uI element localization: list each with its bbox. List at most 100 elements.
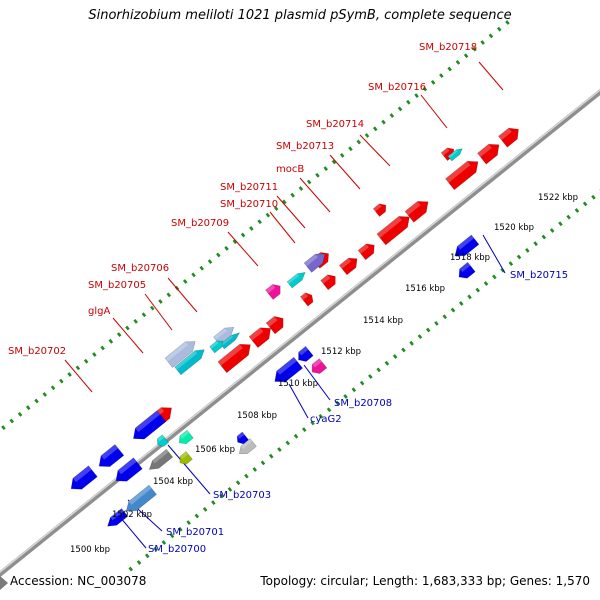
gene-feature-shine (300, 292, 309, 300)
gene-label[interactable]: SM_b20709 (171, 218, 229, 229)
track-tick (496, 26, 502, 32)
gene-feature-arrow[interactable] (303, 253, 326, 273)
gene-feature-arrow[interactable] (209, 340, 224, 354)
track-tick (505, 20, 510, 25)
gene-leader-line (119, 516, 147, 549)
kbp-tick-label: 1500 kbp (70, 545, 110, 555)
gene-feature-shine (157, 434, 165, 442)
gene-feature-shine (339, 258, 352, 269)
gene-label[interactable]: SM_b20715 (510, 270, 568, 281)
gene-feature-arrow[interactable] (236, 431, 249, 445)
gene-label[interactable]: SM_b20705 (88, 280, 146, 291)
gene-feature-arrow[interactable] (458, 261, 476, 279)
gene-feature-arrow[interactable] (376, 216, 410, 246)
track-tick (335, 400, 340, 406)
track-tick (293, 433, 299, 439)
track-tick (331, 159, 337, 165)
track-tick (422, 86, 428, 92)
gene-feature-arrow[interactable] (178, 429, 194, 445)
nav-left-arrow-icon[interactable] (0, 576, 8, 590)
track-tick (376, 367, 381, 373)
gene-label[interactable]: SM_b20702 (8, 346, 66, 357)
gene-feature-arrow[interactable] (299, 292, 314, 307)
gene-feature-arrow[interactable] (248, 327, 271, 349)
gene-label[interactable]: mocB (276, 164, 304, 175)
gene-feature-arrow[interactable] (265, 284, 281, 300)
gene-feature-arrow[interactable] (156, 434, 170, 447)
gene-feature-arrow[interactable] (133, 410, 167, 440)
gene-feature-arrow[interactable] (286, 272, 306, 289)
kbp-tick-label: 1520 kbp (494, 223, 534, 233)
gene-feature-shine (373, 203, 382, 212)
gene-feature-arrow[interactable] (125, 484, 157, 512)
gene-feature-arrow[interactable] (107, 508, 129, 527)
gene-feature-arrow[interactable] (372, 203, 387, 217)
gene-label[interactable]: SM_b20703 (213, 490, 271, 501)
gene-feature-arrow[interactable] (311, 358, 328, 374)
track-tick (364, 133, 370, 138)
track-tick (425, 327, 431, 333)
track-tick (100, 345, 105, 351)
kbp-tick-label: 1512 kbp (321, 347, 361, 357)
track-tick (133, 318, 138, 324)
gene-feature-arrow[interactable] (220, 332, 241, 350)
track-tick (318, 413, 324, 419)
track-tick (235, 480, 241, 486)
gene-feature-arrow[interactable] (70, 465, 98, 490)
gene-feature-arrow[interactable] (274, 356, 304, 383)
gene-feature-arrow[interactable] (477, 143, 500, 165)
gene-label[interactable]: SM_b20706 (111, 263, 169, 274)
gene-feature-arrow[interactable] (404, 201, 429, 223)
track-tick (158, 299, 163, 304)
track-tick (202, 506, 208, 512)
gene-feature-shine (441, 147, 450, 156)
gene-leader-line (269, 211, 296, 244)
gene-feature-arrow[interactable] (148, 448, 174, 470)
track-tick (298, 186, 304, 191)
gene-feature-arrow[interactable] (98, 444, 125, 467)
gene-feature-arrow[interactable] (498, 127, 519, 148)
track-tick (260, 460, 266, 466)
gene-feature-arrow[interactable] (164, 341, 196, 368)
gene-label[interactable]: glgA (88, 306, 110, 317)
gene-label[interactable]: SM_b20700 (148, 544, 206, 555)
track-tick (59, 378, 64, 384)
gene-label[interactable]: SM_b20713 (276, 141, 334, 152)
track-tick (439, 73, 444, 79)
track-tick (257, 219, 262, 225)
gene-feature-arrow[interactable] (447, 148, 463, 162)
gene-label[interactable]: SM_b20701 (166, 527, 224, 538)
gene-leader-line (299, 177, 331, 213)
gene-feature-arrow[interactable] (174, 349, 205, 376)
track-tick (244, 473, 249, 479)
gene-feature-shine (72, 465, 92, 483)
gene-feature-shine (266, 316, 278, 327)
gene-label[interactable]: SM_b20708 (334, 398, 392, 409)
kbp-tick-label: 1514 kbp (363, 316, 403, 326)
gene-feature-arrow[interactable] (320, 274, 336, 291)
gene-label[interactable]: SM_b20714 (306, 119, 364, 130)
gene-feature-shine (213, 328, 227, 340)
kbp-tick-label: 1504 kbp (153, 477, 193, 487)
gene-feature-arrow[interactable] (454, 234, 480, 257)
gene-feature-arrow[interactable] (338, 257, 358, 276)
gene-feature-arrow[interactable] (217, 343, 251, 374)
gene-label[interactable]: SM_b20711 (220, 182, 278, 193)
gene-feature-arrow[interactable] (357, 243, 375, 261)
gene-feature-arrow[interactable] (179, 451, 193, 465)
gene-feature-arrow[interactable] (298, 345, 314, 362)
gene-feature-shine (117, 457, 137, 475)
track-tick (434, 320, 439, 326)
gene-feature-arrow[interactable] (265, 316, 284, 335)
gene-label[interactable]: cyaG2 (310, 414, 342, 425)
gene-label[interactable]: SM_b20718 (419, 42, 477, 53)
gene-feature-shine (376, 216, 402, 238)
track-tick (392, 354, 398, 359)
gene-label[interactable]: SM_b20716 (368, 82, 426, 93)
gene-label[interactable]: SM_b20710 (220, 199, 278, 210)
gene-feature-arrow[interactable] (115, 457, 143, 482)
gene-feature-shine (179, 430, 190, 439)
gene-feature-arrow[interactable] (445, 160, 479, 191)
gene-feature-arrow[interactable] (238, 438, 257, 455)
